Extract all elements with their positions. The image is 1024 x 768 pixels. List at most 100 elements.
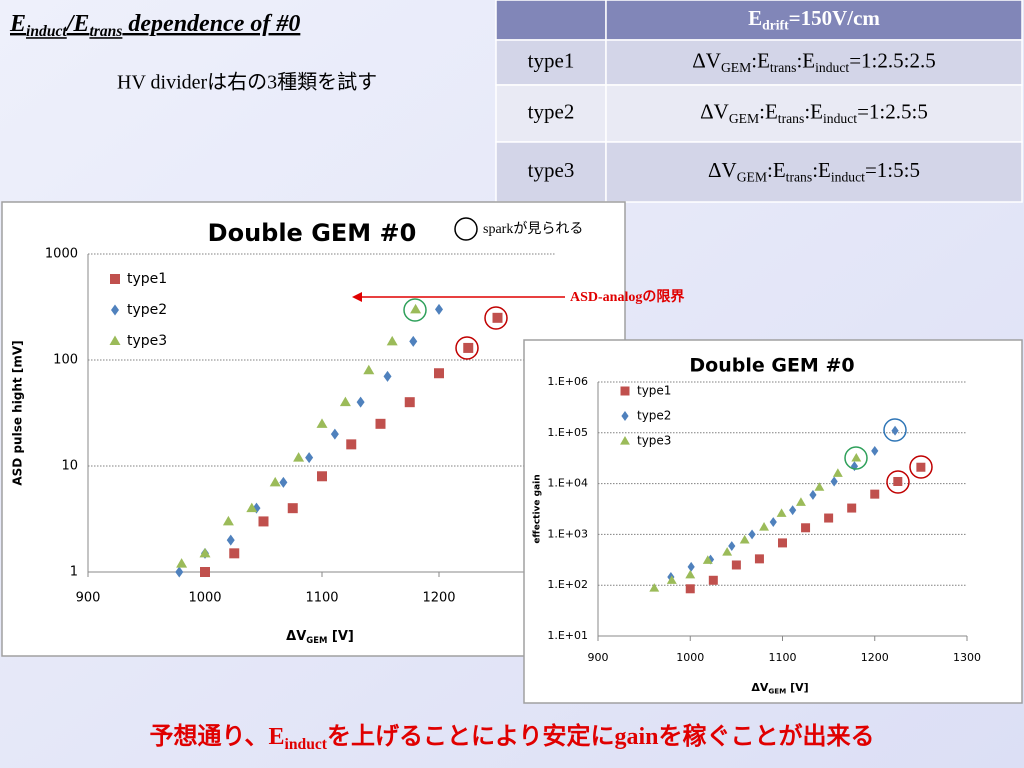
- marker: [748, 529, 756, 540]
- marker: [258, 516, 269, 527]
- marker: [226, 534, 235, 546]
- text-segment: を上げることにより安定にgainを稼ぐことが出来る: [327, 722, 875, 750]
- subscript: induct: [823, 111, 857, 126]
- chart-title: Double GEM #0: [689, 355, 854, 377]
- y-tick-label: 1.E+02: [547, 578, 588, 591]
- slide-title: Einduct/Etrans dependence of #0: [9, 11, 300, 40]
- marker: [666, 575, 677, 584]
- y-axis-label: effective gain: [533, 474, 543, 543]
- marker: [176, 558, 188, 568]
- text-segment: :E: [812, 158, 831, 182]
- table-cell: [605, 0, 1023, 41]
- y-tick-label: 1000: [45, 247, 78, 262]
- conclusion: 予想通り、Einductを上げることにより安定にgainを稼ぐことが出来る: [149, 722, 874, 753]
- marker: [200, 567, 210, 577]
- subscript: GEM: [729, 111, 759, 126]
- y-tick-label: 100: [53, 353, 78, 368]
- text-segment: =1:5:5: [865, 158, 920, 182]
- marker: [410, 303, 422, 314]
- marker: [685, 569, 696, 579]
- text-segment: ΔV: [286, 629, 306, 644]
- text-segment: =1:2.5:2.5: [849, 48, 936, 72]
- marker: [754, 554, 764, 564]
- subscript: drift: [762, 17, 789, 32]
- marker: [685, 584, 695, 594]
- y-tick-label: 1: [70, 565, 78, 580]
- x-tick-label: 1200: [422, 591, 455, 606]
- y-tick-label: 10: [61, 459, 78, 474]
- legend-label: type1: [637, 384, 671, 398]
- marker: [870, 489, 880, 499]
- limit-arrowhead: [352, 292, 362, 302]
- text-segment: :E: [751, 48, 770, 72]
- table-cell: [605, 84, 1023, 143]
- text-segment: ΔV: [700, 99, 729, 123]
- text-segment: :E: [796, 48, 815, 72]
- legend-label: type1: [127, 271, 167, 287]
- marker: [778, 538, 787, 548]
- marker: [847, 503, 857, 513]
- y-tick-label: 1.E+05: [547, 426, 588, 439]
- spark-circle: [403, 298, 427, 322]
- marker: [649, 583, 660, 592]
- table-text: Edrift=150V/cm: [748, 6, 880, 33]
- table-cell: [605, 141, 1023, 203]
- marker: [809, 489, 817, 500]
- subscript: GEM: [737, 169, 767, 184]
- marker: [346, 439, 357, 450]
- marker: [269, 476, 281, 487]
- marker: [246, 502, 258, 513]
- table-cell: [495, 0, 607, 41]
- text-segment: E: [9, 11, 26, 37]
- marker: [789, 505, 797, 516]
- marker: [435, 303, 443, 315]
- marker: [404, 397, 415, 408]
- table-text: ΔVGEM:Etrans:Einduct=1:5:5: [708, 158, 920, 185]
- legend-label: type3: [637, 434, 671, 448]
- text-segment: E: [748, 6, 762, 30]
- text-segment: dependence of #0: [122, 11, 300, 37]
- marker: [832, 468, 843, 477]
- legend-marker: [111, 304, 119, 316]
- marker: [739, 534, 750, 544]
- limit-note: ASD-analogの限界: [570, 289, 685, 305]
- charts: Double GEM #0 1 10 100 1000 900 1000 1100 1200 13…: [1, 201, 1023, 704]
- marker: [702, 555, 713, 564]
- marker: [728, 541, 736, 551]
- marker: [316, 418, 328, 428]
- text-segment: :E: [767, 158, 786, 182]
- legend-label: type3: [127, 333, 167, 349]
- text-segment: ΔV: [692, 48, 721, 72]
- text-segment: 予想通り、E: [149, 723, 284, 750]
- subscript: induct: [285, 736, 328, 753]
- marker: [916, 462, 926, 472]
- marker: [317, 471, 327, 482]
- marker: [893, 476, 903, 486]
- marker: [375, 418, 386, 429]
- marker: [363, 364, 375, 375]
- text-segment: [V]: [786, 681, 808, 694]
- marker: [386, 335, 398, 346]
- x-tick-label: 1200: [861, 651, 889, 664]
- table-cell: [605, 39, 1023, 86]
- marker: [851, 452, 862, 462]
- table-text: type1: [528, 48, 575, 72]
- subscript: trans: [786, 169, 813, 184]
- marker: [708, 575, 718, 585]
- x-tick-label: 900: [76, 591, 101, 606]
- text-segment: :E: [759, 99, 778, 123]
- subscript: GEM: [768, 686, 786, 695]
- marker: [330, 428, 339, 440]
- marker: [801, 523, 811, 533]
- marker: [305, 452, 314, 464]
- marker: [409, 335, 418, 347]
- text-segment: ΔV: [751, 681, 769, 694]
- subscript: trans: [770, 60, 797, 75]
- subscript: induct: [26, 23, 67, 40]
- marker: [339, 396, 351, 407]
- marker: [759, 522, 769, 531]
- x-tick-label: 1000: [676, 651, 704, 664]
- table-cell: [495, 84, 607, 143]
